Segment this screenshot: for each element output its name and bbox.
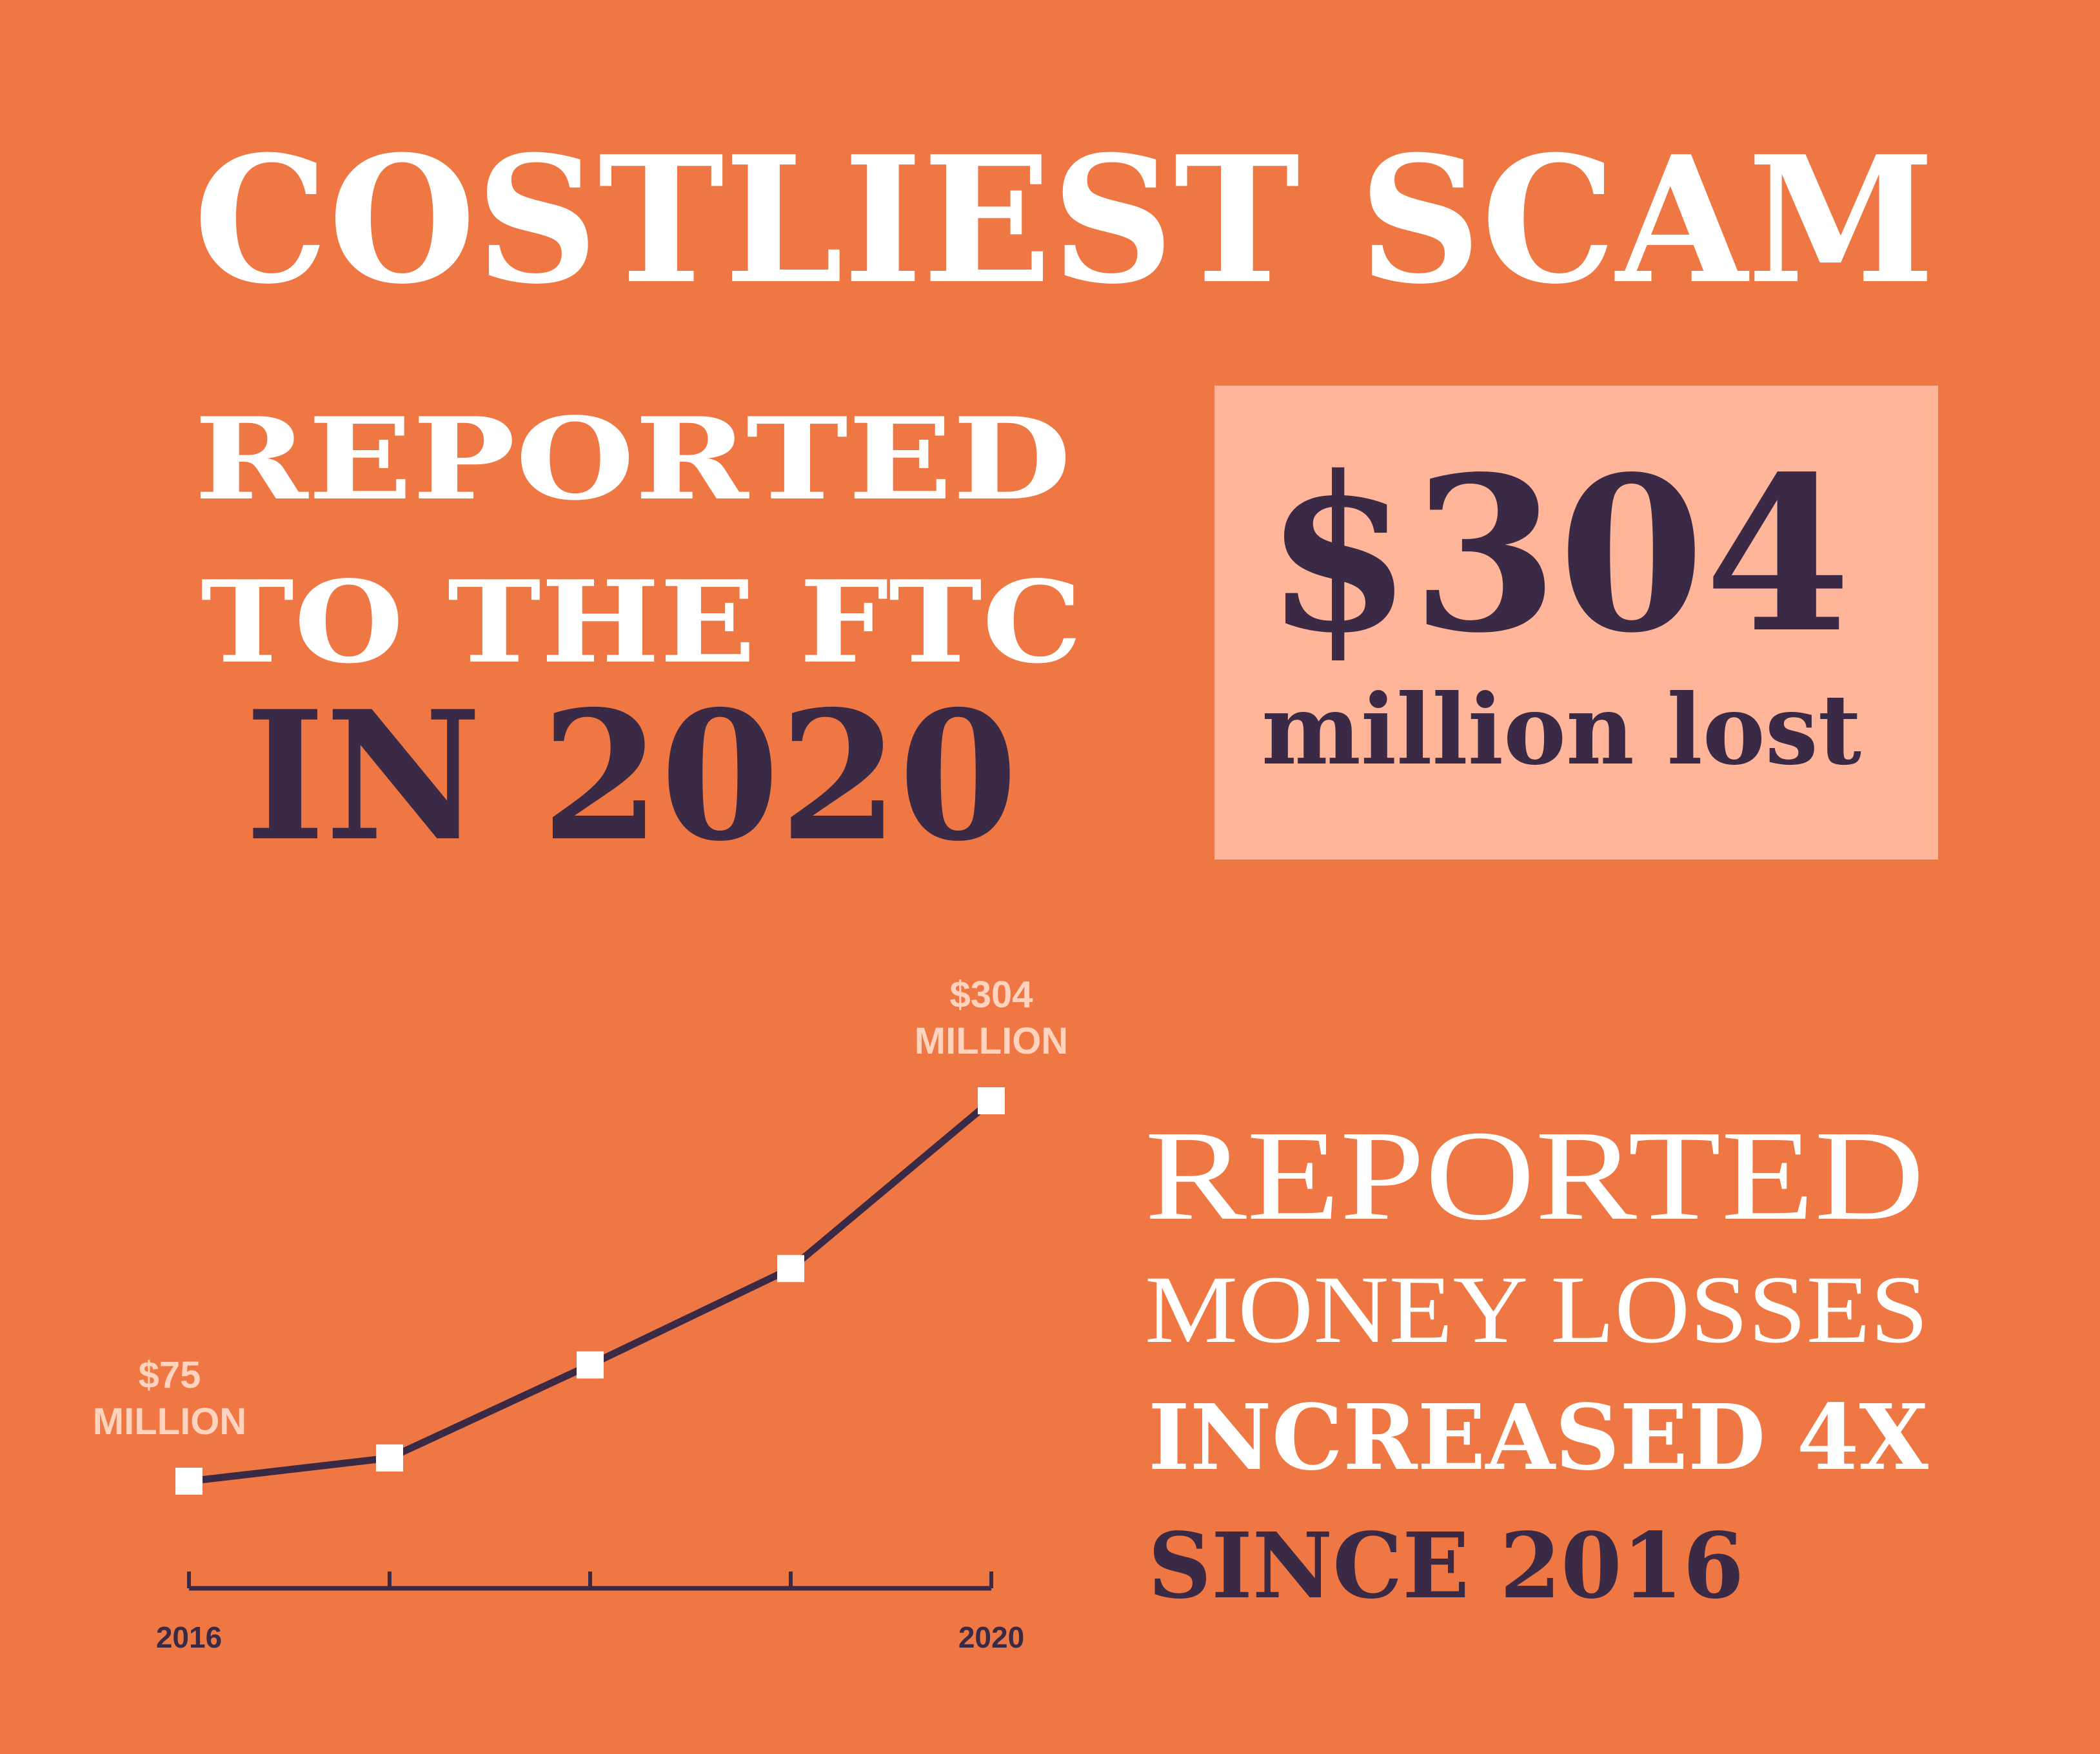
callout-amount: $304 <box>1265 429 1851 680</box>
line <box>188 1098 994 1485</box>
x-tick-label: 2016 <box>156 1621 222 1654</box>
marker <box>577 1351 604 1379</box>
value-label: $304 MILLION <box>914 974 1069 1062</box>
callout-caption: million lost <box>1262 673 1861 787</box>
callout-box <box>1214 386 1938 860</box>
headline-year: IN 2020 <box>245 672 1018 880</box>
x-tick-label: 2020 <box>958 1621 1024 1654</box>
marker <box>978 1087 1005 1114</box>
headline-line: TO THE FTC <box>201 557 1082 689</box>
headline-line: REPORTED <box>194 393 1071 526</box>
marker <box>175 1468 203 1495</box>
title: COSTLIEST SCAM <box>193 117 1935 322</box>
marker <box>376 1444 403 1472</box>
summary-line: INCREASED 4X <box>1148 1385 1928 1491</box>
summary-line: MONEY LOSSES <box>1145 1256 1928 1363</box>
summary-line: REPORTED <box>1145 1105 1925 1247</box>
marker <box>777 1255 804 1283</box>
summary-line: SINCE 2016 <box>1148 1513 1744 1619</box>
value-label: $75 MILLION <box>92 1354 247 1443</box>
